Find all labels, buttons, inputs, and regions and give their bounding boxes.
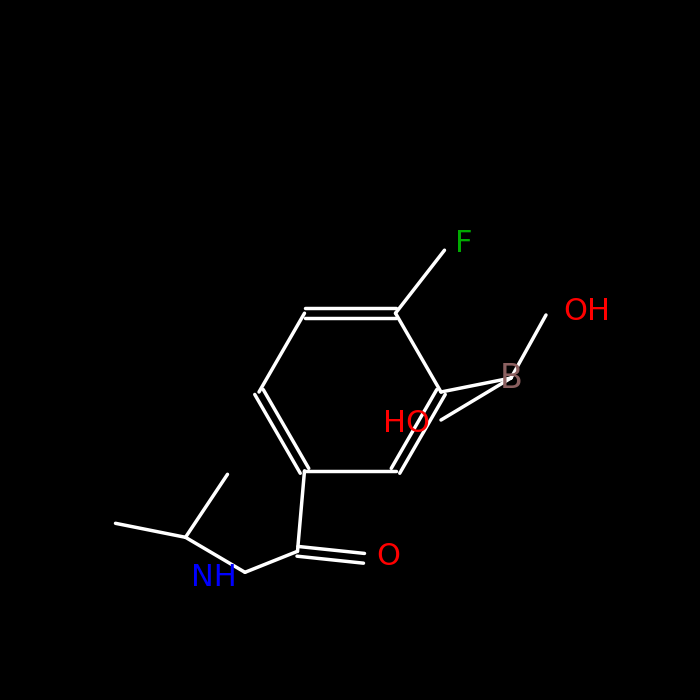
Text: O: O [377, 542, 400, 570]
Text: NH: NH [191, 564, 237, 592]
Text: OH: OH [564, 297, 610, 326]
Text: B: B [500, 361, 522, 395]
Text: HO: HO [384, 409, 430, 438]
Text: F: F [455, 229, 472, 258]
